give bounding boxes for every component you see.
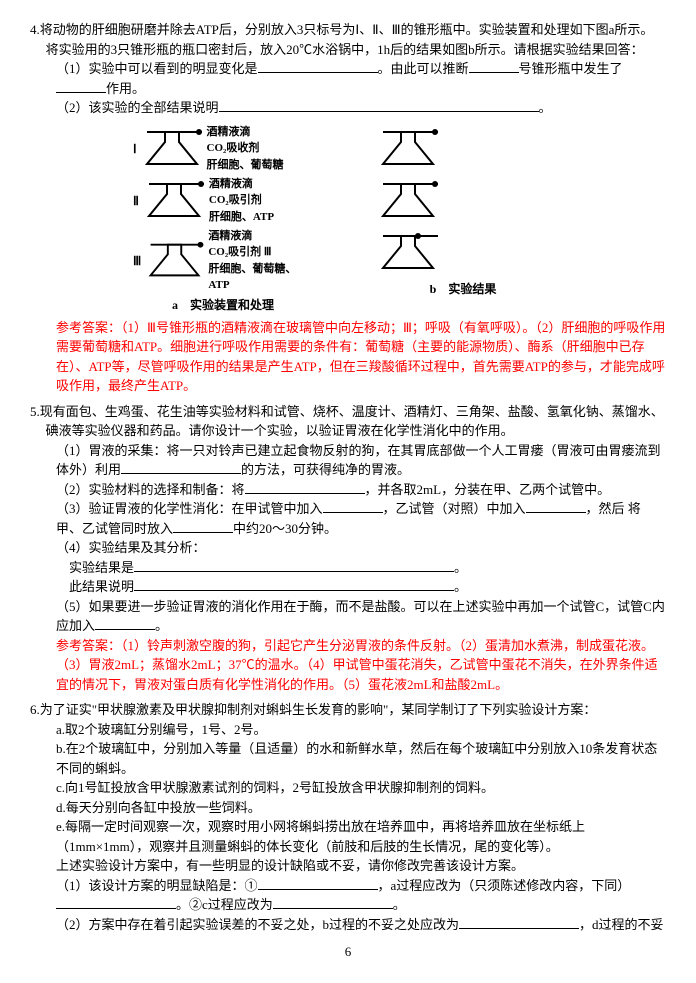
question-4: 4.将动物的肝细胞研磨并除去ATP后，分别放入3只标号为Ⅰ、Ⅱ、Ⅲ的锥形瓶中。实… (30, 20, 666, 396)
q4-s1a: （1）实验中可以看到的明显变化是 (56, 61, 258, 76)
q5-s3c: ，然后 (586, 501, 625, 516)
q5-s3a: （3）验证胃液的化学性消化：在甲试管中加入 (56, 501, 323, 516)
blank (273, 895, 393, 909)
blank (469, 59, 519, 73)
q5-s2a: （2）实验材料的选择和制备：将 (56, 482, 245, 497)
q4-s1c: 号锥形瓶中发生了 (519, 61, 623, 76)
q6-head: 6.为了证实"甲状腺激素及甲状腺抑制剂对蝌蚪生长发育的影响"，某同学制订了下列实… (46, 700, 666, 720)
q6-e: e.每隔一定时间观察一次，观察时用小网将蝌蚪捞出放在培养皿中，再将培养皿放在坐标… (56, 817, 666, 856)
q4-sub1: （1）实验中可以看到的明显变化是 。由此可以推断 号锥形瓶中发生了作用。 (56, 59, 666, 98)
label-b: b 实验结果 (373, 280, 553, 298)
experiment-diagram: Ⅰ 酒精液滴CO₂吸收剂肝细胞、葡萄糖 Ⅱ 酒精液滴CO₂吸引剂肝细胞、ATP … (133, 122, 563, 314)
q4-answer: 参考答案：（1）Ⅲ号锥形瓶的酒精液滴在玻璃管中向左移动；Ⅲ；呼吸（有氧呼吸）。（… (56, 318, 666, 396)
q5-sub2: （2）实验材料的选择和制备：将 ，并各取2mL，分装在甲、乙两个试管中。 (56, 480, 666, 500)
q5-answer: 参考答案：（1）铃声刺激空腹的狗，引起它产生分泌胃液的条件反射。（2）蛋清加水煮… (56, 636, 666, 695)
blank (526, 499, 586, 513)
q6-s2b: ，d过程的不妥 (579, 917, 664, 932)
q6-sub1: （1）该设计方案的明显缺陷是：① ，a过程应改为（只须陈述修改内容，下同） 。②c过… (56, 876, 666, 915)
blank (323, 499, 383, 513)
page-content: 4.将动物的肝细胞研磨并除去ATP后，分别放入3只标号为Ⅰ、Ⅱ、Ⅲ的锥形瓶中。实… (0, 0, 696, 972)
q4-s1d: 作用。 (106, 81, 145, 96)
q6-b: b.在2个玻璃缸中，分别加入等量（且适量）的水和新鲜水草，然后在每个玻璃缸中分别… (56, 739, 666, 778)
drop-label: 酒精液滴CO₂吸收剂肝细胞、葡萄糖 (207, 124, 284, 174)
q6-f: 上述实验设计方案中，有一些明显的设计缺陷或不妥，请你修改完善该设计方案。 (56, 856, 666, 876)
q4-s2: （2）该实验的全部结果说明 (56, 100, 219, 115)
q6-s1c: 。②c过程应改为 (176, 897, 273, 912)
flask2-label: 酒精液滴CO₂吸引剂肝细胞、ATP (209, 176, 274, 226)
blank (95, 616, 155, 630)
blank (134, 577, 454, 591)
blank (173, 519, 233, 533)
diagram-col-b: b 实验结果 (373, 122, 553, 314)
q5-sub1: （1）胃液的采集：将一只对铃声已建立起食物反射的狗，在其胃底部做一个人工胃瘘（胃… (56, 441, 666, 480)
blank (56, 79, 106, 93)
label-a: a 实验装置和处理 (133, 296, 313, 314)
blank (219, 98, 539, 112)
blank (459, 915, 579, 929)
flask-icon (373, 176, 443, 226)
flask-icon (373, 228, 443, 278)
q5-s4a: 实验结果是 (69, 560, 134, 575)
blank (134, 558, 454, 572)
flask-icon (141, 236, 208, 286)
q6-d: d.每天分别向各缸中投放一些饲料。 (56, 798, 666, 818)
q4-sub2: （2）该实验的全部结果说明。 (56, 98, 666, 118)
q6-sub2: （2）方案中存在着引起实验误差的不妥之处，b过程的不妥之处应改为 ，d过程的不妥 (56, 915, 666, 935)
flask-icon (139, 176, 209, 226)
q5-s3b: ，乙试管（对照）中加入 (383, 501, 526, 516)
blank (245, 480, 365, 494)
question-5: 5.现有面包、生鸡蛋、花生油等实验材料和试管、烧杯、温度计、酒精灯、三角架、盐酸… (30, 402, 666, 695)
flask-icon (373, 124, 443, 174)
diagram-col-a: Ⅰ 酒精液滴CO₂吸收剂肝细胞、葡萄糖 Ⅱ 酒精液滴CO₂吸引剂肝细胞、ATP … (133, 122, 313, 314)
q5-head: 5.现有面包、生鸡蛋、花生油等实验材料和试管、烧杯、温度计、酒精灯、三角架、盐酸… (46, 402, 666, 441)
flask3-label: 酒精液滴CO₂吸引剂 Ⅲ肝细胞、葡萄糖、ATP (208, 228, 313, 294)
page-number: 6 (30, 942, 666, 962)
q6-s1a: （1）该设计方案的明显缺陷是：① (56, 878, 258, 893)
q4-head: 4.将动物的肝细胞研磨并除去ATP后，分别放入3只标号为Ⅰ、Ⅱ、Ⅲ的锥形瓶中。实… (46, 20, 666, 59)
q6-s2a: （2）方案中存在着引起实验误差的不妥之处，b过程的不妥之处应改为 (56, 917, 459, 932)
q6-c: c.向1号缸投放含甲状腺激素试剂的饲料，2号缸投放含甲状腺抑制剂的饲料。 (56, 778, 666, 798)
q5-s4b: 此结果说明 (69, 579, 134, 594)
q6-a: a.取2个玻璃缸分别编号，1号、2号。 (56, 720, 666, 740)
marker-3: Ⅲ (133, 252, 141, 270)
blank (258, 876, 378, 890)
question-6: 6.为了证实"甲状腺激素及甲状腺抑制剂对蝌蚪生长发育的影响"，某同学制订了下列实… (30, 700, 666, 934)
q5-s2b: ，并各取2mL，分装在甲、乙两个试管中。 (365, 482, 611, 497)
q5-s1b: 的方法，可获得纯净的胃液。 (241, 462, 410, 477)
flask-icon (137, 124, 207, 174)
q5-result: 实验结果是。 此结果说明。 (69, 558, 666, 597)
q5-sub3: （3）验证胃液的化学性消化：在甲试管中加入，乙试管（对照）中加入，然后 将甲、乙… (56, 499, 666, 538)
blank (121, 460, 241, 474)
q5-s3e: 中约20～30分钟。 (233, 521, 337, 536)
q6-s1b: ，a过程应改为（只须陈述修改内容，下同） (378, 878, 631, 893)
q5-sub5: （5）如果要进一步验证胃液的消化作用在于酶，而不是盐酸。可以在上述实验中再加一个… (56, 597, 666, 636)
blank (258, 59, 378, 73)
blank (56, 895, 176, 909)
q4-s1b: 。由此可以推断 (378, 61, 469, 76)
q5-sub4: （4）实验结果及其分析： (56, 538, 666, 558)
